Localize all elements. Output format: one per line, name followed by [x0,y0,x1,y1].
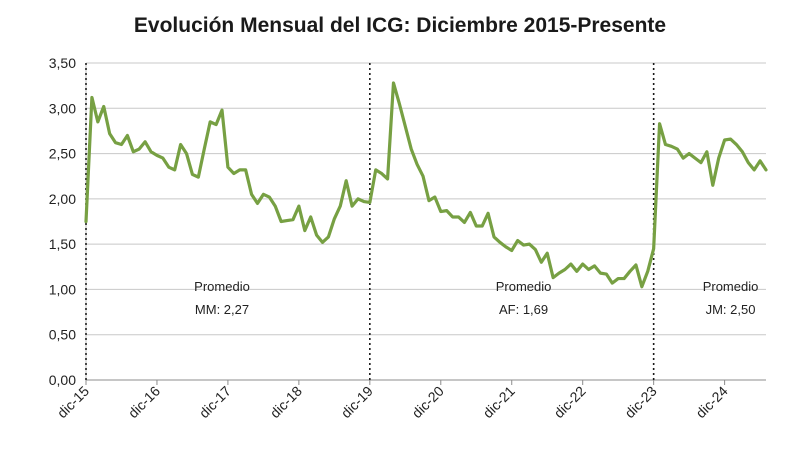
x-tick-label: dic-15 [54,383,92,421]
annotations: Promedio MM: 2,27 Promedio AF: 1,69 Promedio… [194,279,758,317]
y-tick-label: 2,50 [49,146,76,162]
x-tick-label: dic-22 [551,383,589,421]
y-tick-label: 3,00 [49,100,76,116]
x-tick-label: dic-21 [480,383,518,421]
x-tick-label: dic-20 [409,383,447,421]
y-tick-label: 3,50 [49,55,76,71]
y-tick-label: 2,00 [49,191,76,207]
x-tick-label: dic-18 [267,383,305,421]
chart-title: Evolución Mensual del ICG: Diciembre 201… [133,14,667,37]
x-tick-label: dic-19 [338,383,376,421]
x-tick-label: dic-16 [125,383,163,421]
annotation-value: MM: 2,27 [195,302,249,317]
x-tick-label: dic-23 [621,383,659,421]
annotation-value: JM: 2,50 [706,302,756,317]
annotation-label: Promedio [496,279,552,294]
annotation-label: Promedio [194,279,250,294]
y-tick-label: 0,50 [49,327,76,343]
series-line-icg [84,81,768,289]
annotation-label: Promedio [703,279,759,294]
period-dividers [85,63,655,380]
y-tick-label: 0,00 [49,372,76,388]
x-tick-label: dic-17 [196,383,234,421]
y-tick-label: 1,00 [49,281,76,297]
y-tick-label: 1,50 [49,236,76,252]
data-series [84,81,768,289]
x-tick-label: dic-24 [692,383,730,421]
annotation-value: AF: 1,69 [499,302,548,317]
y-axis-ticks: 0,00 0,50 1,00 1,50 2,00 2,50 3,00 3,50 [49,55,76,388]
gridlines [86,62,766,381]
x-axis: dic-15 dic-16 dic-17 dic-18 dic-19 dic-20 dic-… [54,63,766,421]
